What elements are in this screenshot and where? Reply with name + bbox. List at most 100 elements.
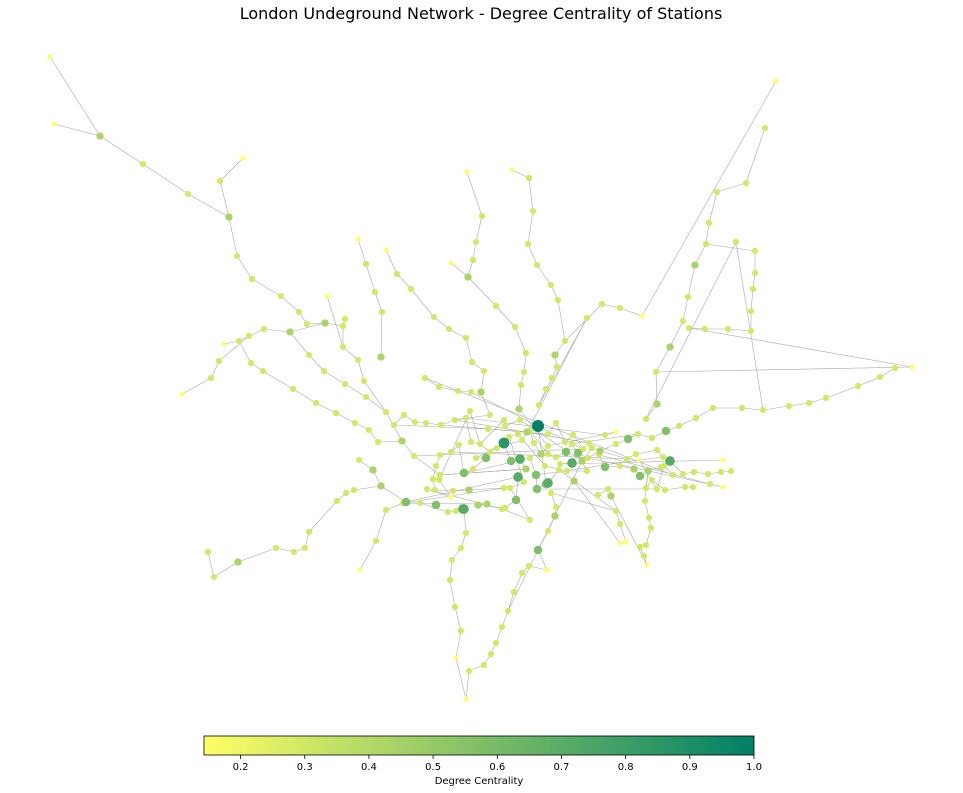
station-node: [454, 387, 462, 395]
station-node: [598, 300, 606, 308]
station-node: [498, 505, 506, 513]
chart-title: London Undeground Network - Degree Centr…: [240, 4, 723, 23]
station-node: [529, 207, 537, 215]
station-node: [573, 448, 583, 458]
station-node: [320, 367, 328, 375]
station-node: [245, 332, 253, 340]
station-node: [526, 454, 534, 462]
network-edge: [745, 127, 766, 184]
network-edge: [475, 215, 483, 243]
network-edge: [678, 417, 697, 427]
network-edge: [645, 241, 737, 420]
station-node: [666, 343, 674, 351]
station-node: [544, 442, 552, 450]
station-node: [233, 252, 241, 260]
network-edge: [99, 135, 144, 165]
station-node: [747, 327, 755, 335]
station-node: [437, 421, 445, 429]
network-edge: [695, 407, 714, 419]
station-node: [645, 514, 653, 522]
station-node: [909, 364, 915, 370]
station-node: [463, 696, 469, 702]
station-node: [462, 334, 470, 342]
network-edge: [449, 579, 456, 608]
station-node: [553, 363, 561, 371]
station-node: [354, 356, 362, 364]
station-node: [612, 440, 620, 448]
station-node: [639, 313, 645, 319]
station-node: [436, 471, 444, 479]
station-node: [660, 462, 668, 470]
network-edge: [455, 657, 467, 700]
colorbar-tick-label: 0.9: [682, 762, 698, 773]
station-node: [640, 552, 648, 560]
station-node: [705, 219, 713, 227]
network-edge: [363, 380, 387, 413]
station-node: [648, 434, 656, 442]
station-node: [339, 343, 347, 351]
network-edge: [669, 320, 684, 348]
network-edge: [396, 273, 412, 290]
network-edge: [344, 383, 367, 398]
network-edge: [619, 523, 627, 543]
station-node: [585, 439, 593, 447]
station-node: [617, 540, 623, 546]
network-edge: [467, 276, 497, 307]
station-node: [321, 319, 329, 327]
station-node: [594, 491, 602, 499]
station-node: [457, 544, 465, 552]
station-node: [429, 475, 437, 483]
station-node: [448, 494, 454, 500]
station-node: [596, 447, 604, 455]
colorbar-tick-label: 0.8: [618, 762, 634, 773]
network-edge: [450, 262, 469, 278]
station-node: [207, 374, 215, 382]
station-node: [398, 437, 406, 445]
station-node: [652, 368, 660, 376]
station-node: [805, 399, 813, 407]
colorbar-ticks: 0.2 0.3 0.4 0.5 0.6 0.7 0.8 0.9 1.0: [233, 755, 762, 773]
station-node: [653, 446, 661, 454]
network-edge: [465, 417, 472, 443]
station-node: [516, 416, 524, 424]
station-node: [355, 456, 363, 464]
station-node: [644, 467, 652, 475]
station-node: [567, 458, 577, 468]
station-node: [360, 377, 368, 385]
station-node: [472, 238, 480, 246]
station-node: [636, 543, 644, 551]
station-node: [216, 177, 224, 185]
network-edge: [335, 412, 356, 424]
station-node: [179, 391, 185, 397]
network-edge: [825, 385, 859, 399]
network-edge: [187, 193, 230, 218]
station-node: [552, 419, 560, 427]
network-edge: [433, 316, 450, 330]
station-node: [498, 623, 506, 631]
station-node: [215, 357, 223, 365]
station-node: [584, 454, 592, 462]
network-edge: [480, 391, 491, 416]
station-node: [759, 406, 767, 414]
station-node: [416, 499, 424, 507]
station-node: [210, 573, 218, 581]
station-node: [509, 167, 515, 173]
station-node: [547, 281, 555, 289]
colorbar-tick-label: 0.4: [361, 762, 377, 773]
network-edge: [359, 540, 377, 571]
network-edge: [527, 210, 534, 245]
station-node: [747, 307, 755, 315]
network-edge: [656, 465, 665, 490]
network-edge: [479, 419, 505, 445]
station-node: [514, 430, 522, 438]
station-node: [235, 337, 243, 345]
station-node: [480, 367, 488, 375]
station-node: [467, 388, 475, 396]
station-node: [477, 388, 485, 396]
station-node: [689, 483, 697, 491]
station-node: [377, 353, 385, 361]
station-node: [704, 470, 712, 478]
station-node: [421, 374, 429, 382]
network-edge: [424, 377, 674, 476]
